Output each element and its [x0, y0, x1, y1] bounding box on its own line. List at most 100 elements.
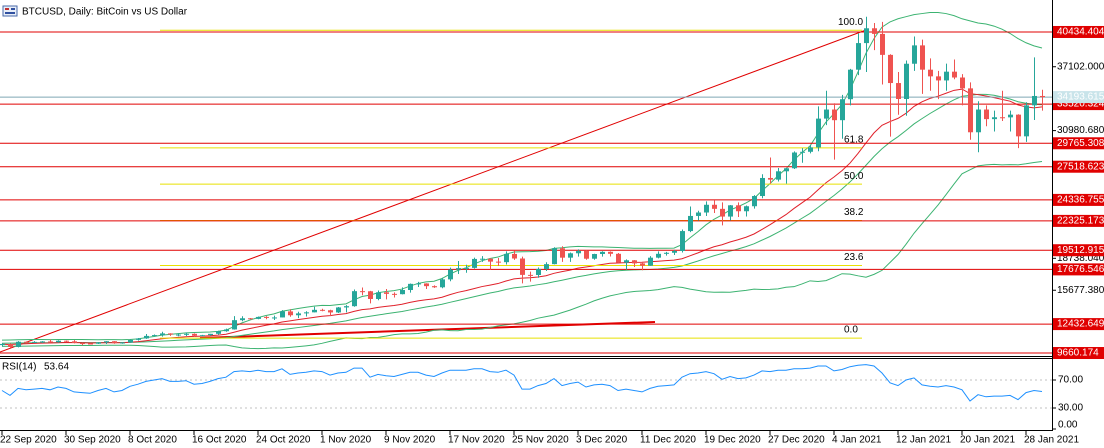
candle-body [24, 341, 29, 343]
candle-body [496, 261, 501, 263]
candle-body [904, 63, 909, 99]
candle-body [792, 152, 797, 169]
candle-body [968, 88, 973, 133]
level-label: 9660.174 [1057, 348, 1099, 359]
x-tick-label: 8 Oct 2020 [128, 435, 177, 446]
candle-body [664, 252, 669, 254]
level-label: 33520.324 [1057, 99, 1104, 110]
candle-body [784, 168, 789, 172]
fib-label: 23.6 [844, 252, 864, 263]
candle-body [136, 338, 141, 340]
candle-body [1040, 95, 1045, 98]
candle-body [992, 117, 997, 120]
x-tick-label: 12 Jan 2021 [896, 435, 951, 446]
candle-body [640, 263, 645, 266]
candle-body [928, 69, 933, 77]
candle-body [392, 293, 397, 295]
candle-body [0, 343, 5, 346]
candle-body [424, 283, 429, 287]
candle-body [520, 258, 525, 275]
candle-body [160, 333, 165, 336]
candle-body [744, 206, 749, 212]
level-label: 22325.173 [1057, 216, 1104, 227]
rsi-line [1, 364, 1043, 402]
candle-body [984, 109, 989, 120]
candle-body [872, 28, 877, 34]
level-box [1053, 263, 1104, 276]
candle-body [8, 343, 13, 347]
candle-body [248, 318, 253, 320]
candle-body [896, 83, 901, 99]
candle-body [704, 204, 709, 213]
icon [2, 5, 18, 17]
candle-body [64, 340, 69, 342]
candle-body [920, 45, 925, 70]
candle-body [696, 212, 701, 216]
candle-body [384, 292, 389, 294]
candle-body [576, 250, 581, 254]
candle-body [632, 260, 637, 264]
candle-body [328, 310, 333, 313]
candle-body [256, 316, 261, 319]
candle-body [560, 248, 565, 258]
candle-body [808, 147, 813, 152]
candle-body [216, 331, 221, 334]
candle-body [888, 54, 893, 84]
candle-body [488, 258, 493, 262]
symbol-icon [2, 5, 18, 17]
candle-body [240, 318, 245, 321]
level-box [1053, 347, 1104, 360]
fib-label: 38.2 [844, 207, 864, 218]
candle-body [672, 250, 677, 253]
candle-body [712, 204, 717, 209]
candle-body [776, 171, 781, 180]
fib-label: 61.8 [844, 134, 864, 145]
candle-body [312, 309, 317, 313]
candle-body [208, 333, 213, 336]
candle-body [360, 291, 365, 293]
candle-body [296, 313, 301, 316]
candle-body [592, 254, 597, 259]
candle-body [368, 291, 373, 299]
bid-label: 34193.615 [1057, 92, 1104, 103]
x-tick-label: 9 Nov 2020 [384, 435, 436, 446]
fib-label: 50.0 [844, 171, 864, 182]
candle-body [1024, 105, 1029, 137]
candle-body [152, 335, 157, 337]
candle-body [864, 28, 869, 44]
x-tick-label: 30 Sep 2020 [64, 435, 121, 446]
level-label: 24336.755 [1057, 195, 1104, 206]
indicator-line [1, 160, 1043, 350]
candle-body [184, 333, 189, 335]
candle-body [976, 109, 981, 133]
candle-body [616, 253, 621, 263]
candle-body [416, 283, 421, 285]
x-tick-label: 4 Jan 2021 [832, 435, 882, 446]
level-label: 27518.623 [1057, 161, 1104, 172]
candle-body [752, 196, 757, 207]
candle-body [232, 320, 237, 330]
x-tick-label: 25 Nov 2020 [512, 435, 569, 446]
candle-body [736, 205, 741, 212]
candle-body [856, 43, 861, 70]
candle-body [1032, 95, 1037, 106]
levels: 100.0 61.8 50.0 38.2 23.6 0.0 [0, 17, 1052, 354]
candle-body [824, 109, 829, 119]
candle-body [48, 341, 53, 343]
candle-body [400, 290, 405, 295]
candle-body [584, 250, 589, 259]
candle-body [288, 311, 293, 316]
candle-body [1016, 114, 1021, 137]
candle-body [472, 258, 477, 268]
candle-body [480, 258, 485, 260]
candle-body [768, 177, 773, 180]
level-box [1053, 244, 1104, 257]
candle-body [264, 316, 269, 318]
candle-body [840, 99, 845, 121]
x-tick-label: 24 Oct 2020 [256, 435, 311, 446]
candle-body [176, 334, 181, 336]
candle-body [544, 264, 549, 269]
candle-body [800, 151, 805, 153]
